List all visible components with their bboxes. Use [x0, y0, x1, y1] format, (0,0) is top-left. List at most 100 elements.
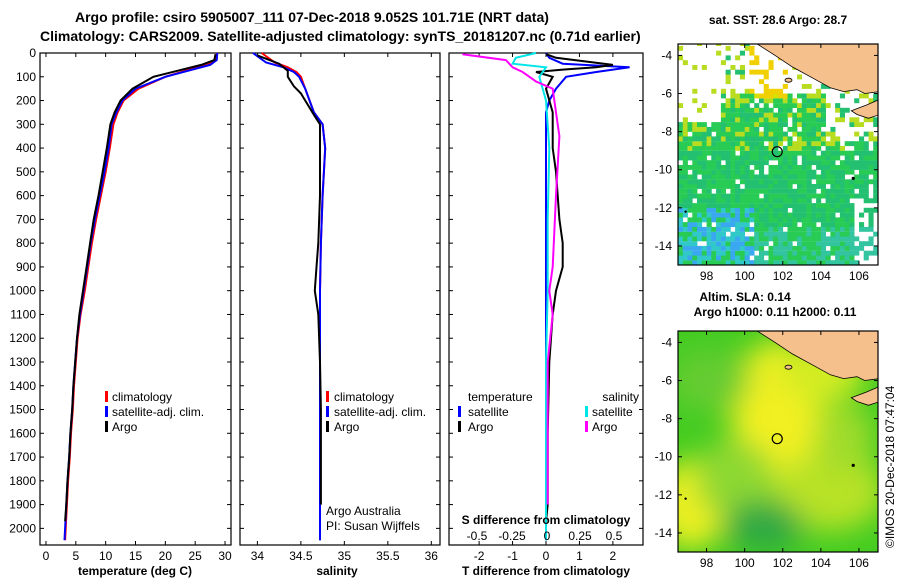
sst-cell: [782, 222, 788, 227]
sst-cell: [801, 169, 807, 175]
sst-cell: [716, 188, 722, 194]
sst-cell: [792, 103, 798, 108]
sst-cell: [749, 260, 755, 265]
sst-cell: [730, 198, 736, 204]
sst-cell: [844, 179, 850, 185]
sst-cell: [863, 145, 869, 151]
sst-cell: [801, 203, 807, 208]
map-y-tick-label: -14: [655, 526, 673, 540]
sst-cell: [763, 207, 769, 213]
sst-cell: [820, 169, 826, 175]
sst-cell: [711, 250, 717, 256]
sst-cell: [797, 260, 803, 265]
sst-cell: [825, 207, 831, 213]
sst-cell: [873, 117, 878, 123]
sst-cell: [820, 260, 826, 265]
sst-cell: [835, 250, 841, 256]
sst-cell: [744, 207, 750, 213]
sst-cell: [730, 222, 736, 227]
sst-cell: [825, 260, 831, 265]
sst-cell: [778, 250, 784, 256]
sst-cell: [768, 60, 774, 66]
sst-cell: [768, 117, 774, 123]
sst-cell: [773, 136, 779, 142]
sst-cell: [763, 236, 769, 242]
credit-line2: PI: Susan Wijffels: [326, 519, 420, 533]
y-tick-label: 700: [16, 212, 36, 226]
sst-cell: [778, 122, 784, 127]
sst-cell: [835, 236, 841, 242]
sst-cell: [754, 93, 760, 99]
sst-cell: [782, 179, 788, 185]
sst-cell: [839, 112, 845, 118]
legend-swatch-satellite: [105, 406, 108, 417]
sst-cell: [811, 245, 817, 251]
sla-anomaly: [813, 402, 874, 473]
sst-cell: [768, 122, 774, 127]
sst-cell: [754, 107, 760, 113]
sla-anomaly: [678, 350, 751, 411]
sst-cell: [820, 98, 826, 104]
sst-cell: [749, 88, 755, 94]
sst-cell: [816, 212, 822, 218]
sst-cell: [835, 207, 841, 213]
sst-cell: [830, 241, 836, 247]
sst-cell: [849, 250, 855, 256]
sst-cell: [792, 126, 798, 132]
sst-cell: [701, 245, 707, 251]
legend-swatch-temp-argo: [458, 421, 461, 432]
sst-cell: [859, 179, 865, 185]
sst-cell: [768, 65, 774, 70]
sst-cell: [844, 231, 850, 237]
sst-cell: [792, 169, 798, 175]
sst-cell: [835, 231, 841, 237]
sst-cell: [725, 79, 731, 85]
sst-cell: [801, 122, 807, 127]
sst-cell: [706, 207, 712, 213]
sst-cell: [739, 160, 745, 166]
sst-cell: [806, 217, 812, 223]
sst-cell: [735, 98, 741, 104]
sst-cell: [854, 236, 860, 242]
sst-cell: [787, 203, 793, 208]
sst-cell: [678, 155, 684, 161]
sst-cell: [792, 165, 798, 170]
sst-cell: [744, 245, 750, 251]
sst-cell: [778, 184, 784, 189]
sla-map-frame: [677, 330, 879, 553]
sst-cell: [825, 241, 831, 247]
sst-cell: [825, 226, 831, 232]
sst-cell: [706, 131, 712, 137]
sst-cell: [816, 98, 822, 104]
sst-cell: [687, 141, 693, 147]
x-tick-label: 34.5: [289, 549, 313, 563]
sst-cell: [778, 260, 784, 265]
sst-cell: [787, 160, 793, 166]
sst-cell: [816, 165, 822, 170]
sst-cell: [773, 226, 779, 232]
sst-cell: [730, 212, 736, 218]
sst-cell: [682, 179, 688, 185]
sst-cell: [720, 103, 726, 108]
sst-cell: [825, 145, 831, 151]
sst-cell: [773, 236, 779, 242]
sst-cell: [773, 255, 779, 261]
sla-anomaly: [723, 500, 804, 551]
sst-cell: [778, 155, 784, 161]
sst-cell: [787, 98, 793, 104]
sst-cell: [787, 255, 793, 261]
sst-cell: [778, 241, 784, 247]
salinity-difference-axis-label: S difference from climatology: [462, 513, 631, 527]
sst-cell: [768, 98, 774, 104]
sst-cell: [725, 226, 731, 232]
sst-cell: [849, 141, 855, 147]
sst-cell: [749, 117, 755, 123]
sst-cell: [825, 131, 831, 137]
sst-cell: [835, 103, 841, 108]
sst-cell: [801, 255, 807, 261]
sst-cell: [749, 131, 755, 137]
sst-cell: [854, 250, 860, 256]
legend-swatch-sal-argo: [585, 421, 588, 432]
sst-cell: [711, 169, 717, 175]
sst-cell: [692, 222, 698, 227]
